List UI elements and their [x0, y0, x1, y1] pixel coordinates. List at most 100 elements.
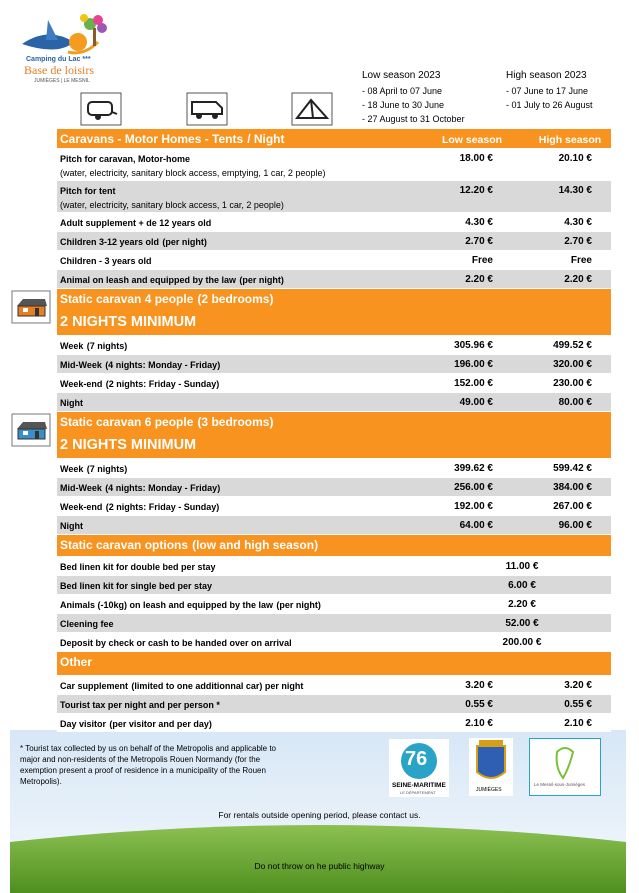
- row-label-text: Mid-Week: [60, 360, 102, 370]
- row-label: Children - 3 years old: [60, 253, 152, 267]
- row-note: (per night): [162, 237, 207, 247]
- tent-icon: [291, 92, 333, 126]
- table-row: [57, 576, 611, 594]
- high-price: 499.52 €: [553, 340, 592, 351]
- row-label-text: Children - 3 years old: [60, 256, 152, 266]
- price: 11.00 €: [505, 561, 539, 572]
- row-note: (2 nights: Friday - Sunday): [105, 502, 220, 512]
- low-price: 2.70 €: [465, 236, 493, 247]
- mesnil-logo: [529, 738, 601, 796]
- section-title: Caravans - Motor Homes - Tents / Night: [60, 131, 285, 147]
- high-price: 80.00 €: [558, 397, 592, 408]
- row-label-text: Night: [60, 398, 83, 408]
- table-row: [57, 374, 611, 392]
- row-note: (per night): [239, 275, 284, 285]
- low-price: 3.20 €: [465, 680, 493, 691]
- price: 6.00 €: [508, 580, 536, 591]
- table-row: [57, 595, 611, 613]
- seine-maritime-logo: [389, 739, 449, 797]
- high-price: 2.20 €: [564, 274, 592, 285]
- row-label-text: Week: [60, 464, 84, 474]
- section-header: [57, 289, 611, 335]
- table-row: [57, 355, 611, 373]
- row-label-text: Week-end: [60, 502, 103, 512]
- motorhome-icon: [186, 92, 228, 126]
- row-label: Night: [60, 395, 83, 409]
- row-label-text: Children 3-12 years old: [60, 237, 160, 247]
- low-price: 196.00 €: [454, 359, 493, 370]
- house-icon: [11, 290, 51, 324]
- high-price: 14.30 €: [558, 185, 592, 196]
- row-label-text: Car supplement: [60, 681, 129, 691]
- table-row: [57, 695, 611, 713]
- dept-sub: LE DÉPARTEMENT: [400, 790, 436, 795]
- row-label-text: Day visitor: [60, 719, 107, 729]
- caravan-icon: [80, 92, 122, 126]
- high-price: 4.30 €: [564, 217, 592, 228]
- low-price: 192.00 €: [454, 501, 493, 512]
- section-header: [57, 535, 611, 556]
- price: 52.00 €: [505, 618, 539, 629]
- section-title-note: (low and high season): [192, 538, 319, 552]
- section-header: [57, 129, 611, 148]
- row-detail: (water, electricity, sanitary block acce…: [60, 200, 284, 210]
- logo-line3: JUMIÈGES | LE MESNIL: [34, 78, 90, 84]
- row-label: Night: [60, 518, 83, 532]
- row-note: (7 nights): [86, 464, 128, 474]
- low-price: 18.00 €: [459, 153, 493, 164]
- table-row: [57, 633, 611, 651]
- row-label-text: Pitch for tent: [60, 186, 116, 196]
- row-note: (limited to one additionnal car) per nig…: [131, 681, 304, 691]
- row-label: Cleening fee: [60, 616, 114, 630]
- row-note: (per visitor and per day): [109, 719, 212, 729]
- section-title-text: Static caravan 6 people: [60, 415, 194, 429]
- logo-line2: Base de loisirs: [24, 63, 94, 77]
- table-row: [57, 497, 611, 515]
- row-label: Pitch for tent: [60, 183, 116, 197]
- table-row: [57, 676, 611, 694]
- season-period: - 07 June to 17 June: [506, 86, 589, 96]
- low-price: 2.10 €: [465, 718, 493, 729]
- row-label: Car supplement (limited to one additionn…: [60, 678, 303, 692]
- table-row: [57, 270, 611, 288]
- low-price: 256.00 €: [454, 482, 493, 493]
- high-price: 599.42 €: [553, 463, 592, 474]
- row-label-text: Cleening fee: [60, 619, 114, 629]
- section-title-text: Static caravan 4 people: [60, 292, 194, 306]
- footnote-line: exemption present a proof of residence i…: [20, 766, 266, 775]
- row-label: Deposit by check or cash to be handed ov…: [60, 635, 292, 649]
- section-header: [57, 652, 611, 675]
- row-note: (4 nights: Monday - Friday): [105, 360, 221, 370]
- row-label: Animals (-10kg) on leash and equipped by…: [60, 597, 321, 611]
- row-detail: (water, electricity, sanitary block acce…: [60, 168, 326, 178]
- low-price: 0.55 €: [465, 699, 493, 710]
- village-name: Le Mesnil-sous-Jumièges: [534, 782, 586, 787]
- dept-number: 76: [405, 748, 428, 770]
- section-title: Static caravan 4 people (2 bedrooms): [60, 291, 273, 307]
- price: 2.20 €: [508, 599, 536, 610]
- section-title-text: Other: [60, 655, 93, 669]
- season-period: - 08 April to 07 June: [362, 86, 443, 96]
- row-label-text: Animals (-10kg) on leash and equipped by…: [60, 600, 274, 610]
- table-row: [57, 336, 611, 354]
- row-label: Children 3-12 years old (per night): [60, 234, 207, 248]
- row-label: Adult supplement + de 12 years old: [60, 215, 211, 229]
- season-title: Low season 2023: [362, 70, 441, 81]
- row-label-text: Animal on leash and equipped by the law: [60, 275, 237, 285]
- table-row: [57, 614, 611, 632]
- town-name: JUMIÈGES: [476, 787, 502, 793]
- section-title: Other: [60, 654, 92, 670]
- table-row: [57, 459, 611, 477]
- row-note: (4 nights: Monday - Friday): [105, 483, 221, 493]
- section-title: Static caravan 6 people (3 bedrooms): [60, 414, 273, 430]
- table-row: [57, 478, 611, 496]
- section-title-note: (2 bedrooms): [197, 292, 274, 306]
- logo-graphic: [22, 14, 107, 55]
- row-label-text: Week-end: [60, 379, 103, 389]
- row-label: Tourist tax per night and per person *: [60, 697, 220, 711]
- highway: Do not throw on he public highway: [254, 861, 385, 871]
- high-price: 384.00 €: [553, 482, 592, 493]
- season-period: - 27 August to 31 October: [362, 114, 465, 124]
